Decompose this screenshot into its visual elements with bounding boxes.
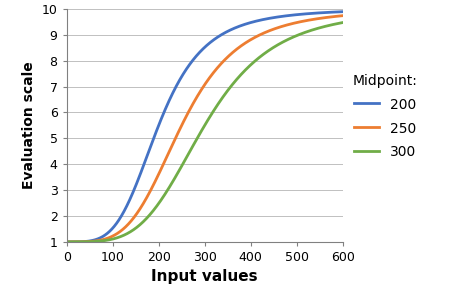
200 <box>78 240 84 244</box>
250 <box>340 14 346 17</box>
Line: 300: 300 <box>67 22 343 242</box>
200 <box>332 10 337 14</box>
300 <box>332 22 337 26</box>
200 <box>198 49 204 53</box>
250 <box>281 24 287 27</box>
200 <box>332 10 337 14</box>
250 <box>64 240 69 244</box>
250 <box>78 240 84 244</box>
200 <box>64 240 69 244</box>
Y-axis label: Evaluation scale: Evaluation scale <box>22 61 36 189</box>
Line: 250: 250 <box>67 16 343 242</box>
250 <box>332 15 337 18</box>
Line: 200: 200 <box>67 12 343 242</box>
250 <box>191 101 197 104</box>
300 <box>198 130 204 134</box>
200 <box>281 14 287 18</box>
300 <box>191 143 197 147</box>
300 <box>340 21 346 24</box>
Legend: 200, 250, 300: 200, 250, 300 <box>352 74 417 159</box>
250 <box>332 15 337 18</box>
200 <box>340 10 346 14</box>
200 <box>191 58 197 61</box>
300 <box>281 40 287 43</box>
300 <box>78 240 84 244</box>
300 <box>64 240 69 244</box>
X-axis label: Input values: Input values <box>151 270 258 284</box>
300 <box>332 22 337 26</box>
250 <box>198 89 204 92</box>
